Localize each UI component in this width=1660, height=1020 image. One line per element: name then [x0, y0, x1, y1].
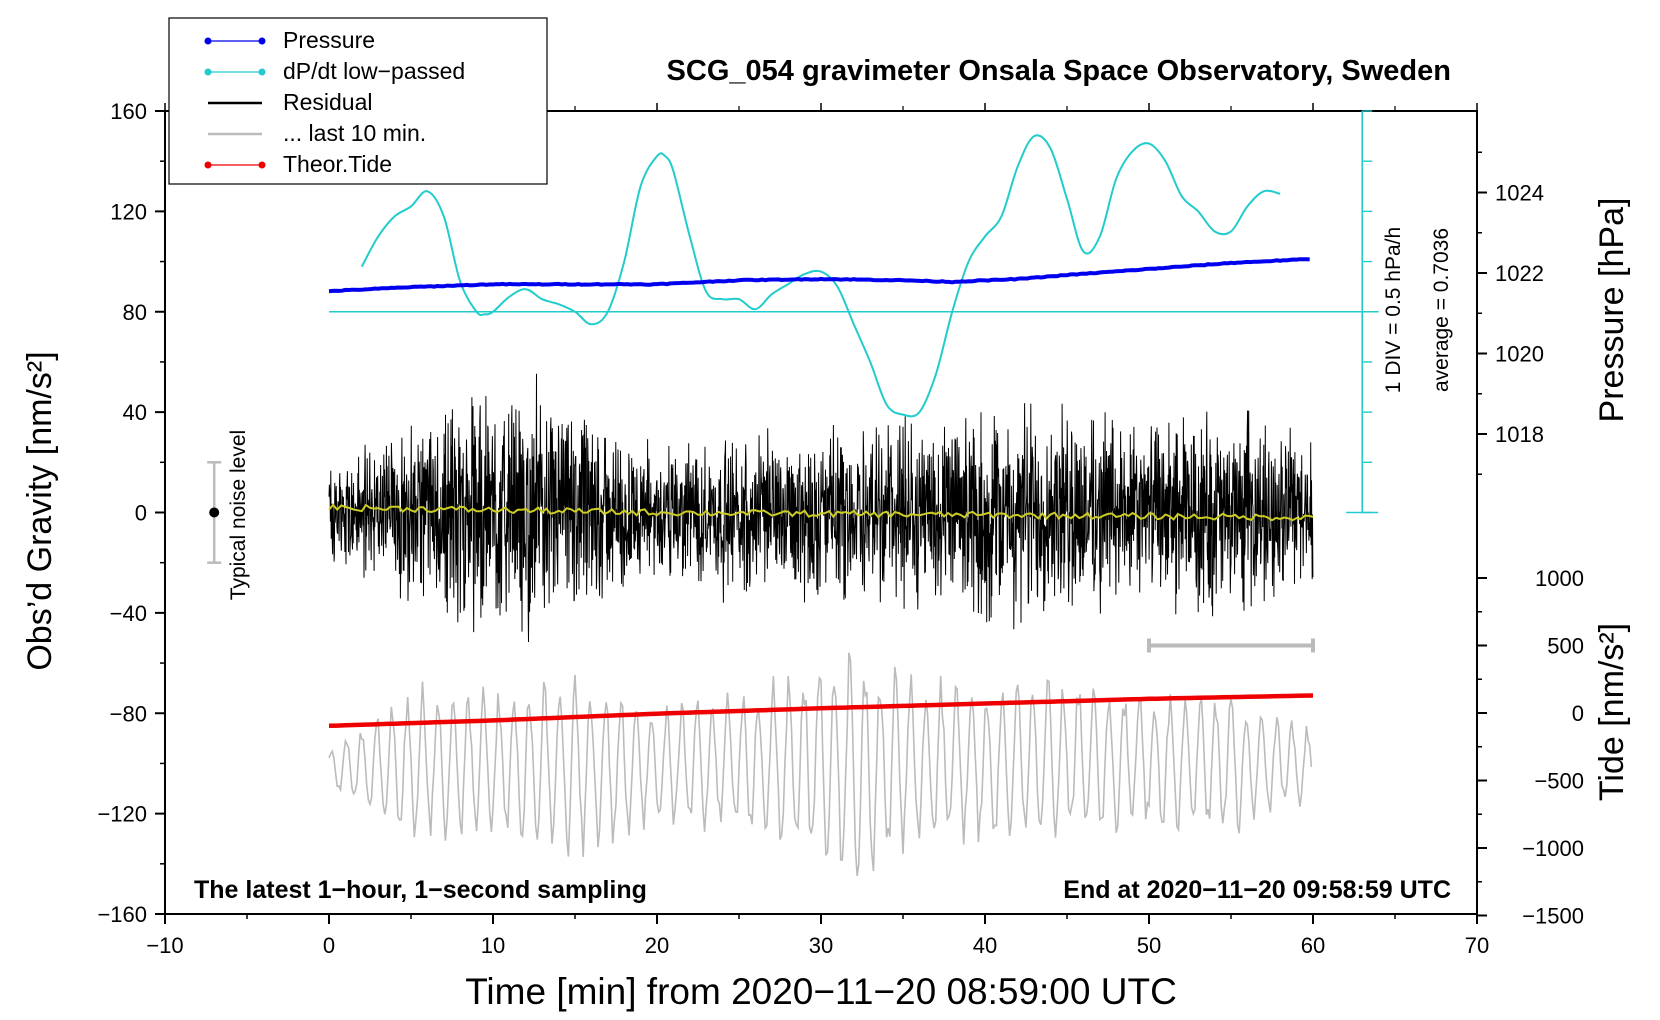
- x-tick-label: 30: [809, 933, 833, 958]
- bottom-right-note: End at 2020−11−20 09:58:59 UTC: [1063, 876, 1451, 904]
- x-axis-label: Time [min] from 2020−11−20 08:59:00 UTC: [465, 971, 1177, 1012]
- legend: Pressure dP/dt low−passed Residual ... l…: [168, 17, 548, 185]
- x-tick-label: 10: [481, 933, 505, 958]
- pressure-tick-label: 1020: [1495, 342, 1544, 367]
- gravity-tick-label: −40: [110, 601, 147, 626]
- chart-title: SCG_054 gravimeter Onsala Space Observat…: [667, 55, 1451, 87]
- last-10-min-series: [328, 652, 1313, 876]
- dpdt-scale: [1346, 110, 1379, 514]
- legend-mark-dot: [204, 37, 212, 45]
- legend-box: [168, 17, 548, 185]
- tide-line: [328, 693, 1314, 729]
- gravity-tick-label: 40: [123, 400, 147, 425]
- noise-bar-dot: [209, 507, 220, 518]
- tide-tick-label: 1000: [1535, 566, 1584, 591]
- residual-line: [328, 373, 1314, 643]
- legend-marks: [204, 37, 266, 169]
- last-10-min-line: [328, 652, 1313, 876]
- pressure-tick-label: 1022: [1495, 261, 1544, 286]
- dpdt-average-label: average = 0.7036: [1430, 228, 1453, 392]
- residual-series: [328, 373, 1314, 643]
- x-tick-label: −10: [146, 933, 183, 958]
- legend-mark-dot: [258, 68, 266, 76]
- x-tick-label: 20: [645, 933, 669, 958]
- dpdt-series: [329, 134, 1379, 418]
- tide-axis-ticks: 1000 500 0 −500 −1000 −1500: [1477, 566, 1584, 929]
- theor-tide-series: [328, 693, 1314, 729]
- gravity-tick-label: −160: [97, 902, 147, 927]
- x-tick-label: 40: [973, 933, 997, 958]
- bottom-left-note: The latest 1−hour, 1−second sampling: [194, 876, 647, 904]
- pressure-tick-label: 1018: [1495, 422, 1544, 447]
- x-axis-ticks: −10 0 10 20 30 40 50 60 70: [146, 103, 1489, 958]
- noise-level-bar: [207, 461, 222, 564]
- tide-axis-label: Tide [nm/s²]: [1593, 623, 1631, 801]
- gravity-tick-label: −80: [110, 701, 147, 726]
- x-tick-label: 0: [323, 933, 335, 958]
- pressure-axis-ticks: 1024 1022 1020 1018: [1477, 151, 1544, 475]
- tide-tick-label: −1500: [1522, 904, 1584, 929]
- tide-tick-label: 500: [1547, 634, 1584, 659]
- gravity-tick-label: −120: [97, 802, 147, 827]
- x-tick-label: 50: [1137, 933, 1161, 958]
- tide-tick-label: −500: [1534, 769, 1584, 794]
- tide-tick-label: −1000: [1522, 836, 1584, 861]
- last-10-min-range-bar: [1147, 638, 1315, 653]
- legend-mark-dot: [204, 68, 212, 76]
- legend-label-last10: ... last 10 min.: [283, 120, 426, 146]
- dpdt-line: [360, 134, 1281, 418]
- gravity-tick-label: 120: [110, 199, 147, 224]
- noise-level-label: Typical noise level: [227, 430, 250, 600]
- tide-tick-label: 0: [1572, 701, 1584, 726]
- pressure-axis-label: Pressure [hPa]: [1593, 198, 1631, 423]
- gravity-tick-label: 160: [110, 99, 147, 124]
- legend-label-residual: Residual: [283, 89, 373, 115]
- pressure-line: [328, 257, 1310, 294]
- legend-mark-dot: [204, 161, 212, 169]
- pressure-series: [328, 257, 1310, 294]
- legend-mark-dot: [258, 37, 266, 45]
- dpdt-div-label: 1 DIV = 0.5 hPa/h: [1382, 227, 1405, 393]
- legend-label-dpdt: dP/dt low−passed: [283, 58, 465, 84]
- gravity-tick-label: 0: [135, 501, 147, 526]
- residual-smoothed-series: [328, 503, 1314, 522]
- legend-label-tide: Theor.Tide: [283, 151, 392, 177]
- x-tick-label: 60: [1301, 933, 1325, 958]
- gravity-axis-label: Obs’d Gravity [nm/s²]: [21, 351, 59, 670]
- gravity-tick-label: 80: [123, 300, 147, 325]
- gravity-axis-ticks: 160 120 80 40 0 −40 −80 −120 −160: [97, 99, 165, 927]
- legend-label-pressure: Pressure: [283, 27, 375, 53]
- residual-smoothed-line: [328, 503, 1314, 522]
- x-tick-label: 70: [1465, 933, 1489, 958]
- pressure-tick-label: 1024: [1495, 181, 1544, 206]
- legend-mark-dot: [258, 161, 266, 169]
